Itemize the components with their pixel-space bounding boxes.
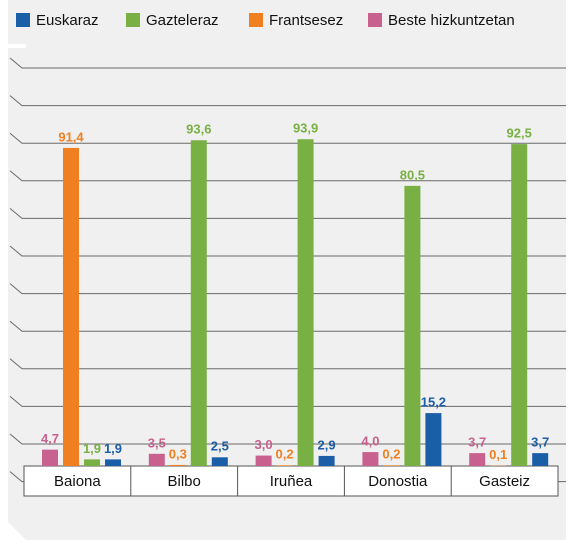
value-label: 1,9: [104, 441, 122, 456]
bar: [425, 413, 441, 466]
bar: [149, 454, 165, 466]
x-tick-label: Baiona: [54, 473, 101, 490]
bar: [532, 453, 548, 466]
bar: [191, 140, 207, 466]
value-label: 3,5: [148, 435, 166, 450]
value-label: 0,2: [382, 447, 400, 462]
bar: [84, 459, 100, 466]
value-label: 4,0: [361, 434, 379, 449]
legend-swatch: [126, 13, 140, 27]
value-label: 93,9: [293, 121, 318, 136]
bar: [319, 456, 335, 466]
legend-swatch: [368, 13, 382, 27]
value-label: 1,9: [83, 441, 101, 456]
bar: [105, 459, 121, 466]
value-label: 91,4: [58, 129, 84, 144]
legend-label: Euskaraz: [36, 12, 99, 29]
legend-label: Gazteleraz: [146, 12, 219, 29]
bar: [469, 453, 485, 466]
bar: [511, 144, 527, 466]
value-label: 92,5: [507, 126, 532, 141]
bar: [298, 139, 314, 466]
value-label: 0,2: [276, 447, 294, 462]
legend-swatch: [16, 13, 30, 27]
legend-swatch: [249, 13, 263, 27]
x-tick-label: Donostia: [368, 473, 428, 490]
x-tick-label: Iruñea: [270, 473, 313, 490]
value-label: 0,1: [489, 447, 507, 462]
x-tick-label: Gasteiz: [479, 473, 530, 490]
value-label: 2,9: [318, 437, 336, 452]
value-label: 3,7: [531, 435, 549, 450]
bar: [170, 465, 186, 466]
bar: [42, 450, 58, 466]
bar: [362, 452, 378, 466]
bar: [277, 465, 293, 466]
bar: [63, 148, 79, 466]
value-label: 3,0: [255, 437, 273, 452]
value-label: 15,2: [421, 395, 446, 410]
value-label: 93,6: [186, 122, 211, 137]
value-label: 3,7: [468, 435, 486, 450]
value-label: 80,5: [400, 167, 425, 182]
value-label: 4,7: [41, 431, 59, 446]
x-tick-label: Bilbo: [168, 473, 201, 490]
bar: [256, 456, 272, 466]
value-label: 2,5: [211, 439, 229, 454]
bar: [383, 465, 399, 466]
value-label: 0,3: [169, 446, 187, 461]
legend-label: Frantsesez: [269, 12, 343, 29]
bar: [212, 457, 228, 466]
bar: [404, 186, 420, 466]
legend-label: Beste hizkuntzetan: [388, 12, 515, 29]
